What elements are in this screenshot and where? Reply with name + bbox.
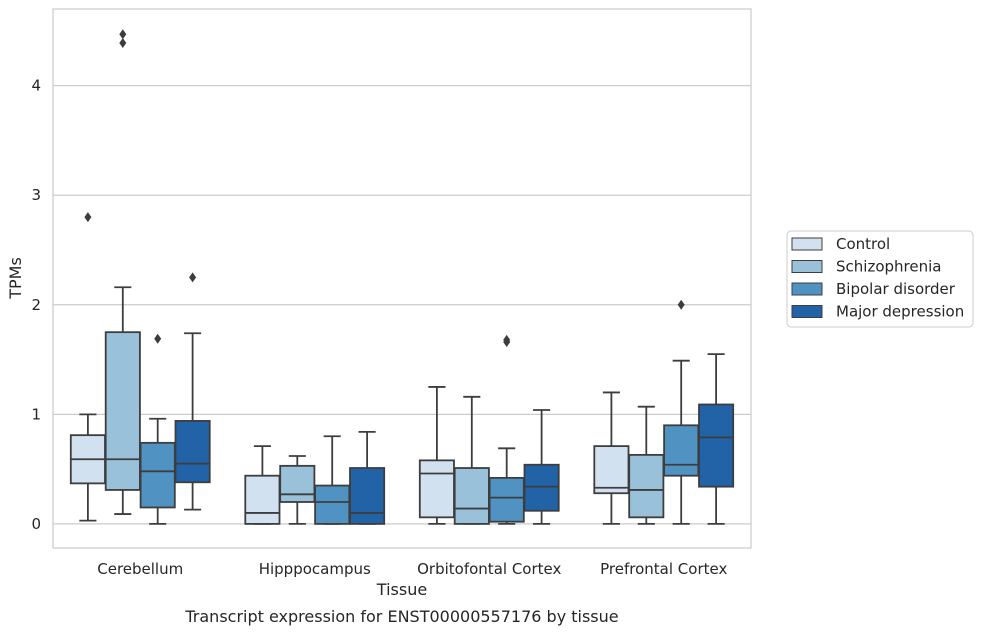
box-bipolar-disorder	[488, 334, 525, 525]
legend-label: Control	[836, 235, 890, 253]
outlier-point	[84, 212, 92, 223]
box-major-depression	[523, 409, 560, 525]
box-control	[69, 212, 106, 522]
x-tick-label: Orbitofontal Cortex	[417, 560, 561, 578]
box-bipolar-disorder	[314, 435, 351, 525]
outlier-point	[119, 29, 127, 40]
iqr-box	[418, 459, 455, 519]
outlier-point	[189, 272, 197, 283]
outlier-point	[677, 299, 685, 310]
y-tick-label: 0	[31, 515, 41, 533]
y-tick-label: 2	[31, 296, 41, 314]
y-tick-label: 4	[31, 77, 41, 95]
legend-label: Schizophrenia	[836, 258, 941, 276]
box-control	[244, 445, 281, 525]
y-tick-label: 1	[31, 405, 41, 423]
x-tick-label: Cerebellum	[97, 560, 183, 578]
iqr-box	[349, 467, 386, 525]
iqr-box	[244, 474, 281, 525]
y-tick-label: 3	[31, 186, 41, 204]
legend-swatch	[791, 237, 823, 251]
box-bipolar-disorder	[663, 299, 700, 525]
outlier-point	[119, 37, 127, 48]
iqr-box	[593, 445, 630, 495]
box-schizophrenia	[453, 395, 490, 525]
legend-swatch	[791, 260, 823, 273]
iqr-box	[698, 403, 735, 488]
iqr-box	[279, 464, 316, 503]
iqr-box	[104, 331, 141, 491]
iqr-box	[628, 453, 665, 519]
boxes-layer	[69, 29, 735, 525]
box-major-depression	[349, 430, 386, 525]
iqr-box	[314, 484, 351, 525]
y-tick-labels: 0 1 2 3 4	[31, 77, 41, 533]
x-tick-labels: Cerebellum Hipppocampus Orbitofontal Corte…	[97, 560, 727, 578]
y-axis-label: TPMs	[6, 257, 25, 300]
box-schizophrenia	[628, 405, 665, 525]
box-major-depression	[698, 353, 735, 525]
box-control	[593, 391, 630, 525]
x-tick-label: Hipppocampus	[259, 560, 371, 578]
plot-frame	[52, 8, 752, 549]
box-major-depression	[174, 272, 211, 511]
legend-label: Major depression	[836, 303, 964, 321]
legend-frame	[786, 230, 974, 328]
iqr-box	[663, 424, 700, 477]
legend-label: Bipolar disorder	[836, 280, 956, 298]
iqr-box	[174, 420, 211, 484]
box-schizophrenia	[279, 455, 316, 525]
iqr-box	[523, 463, 560, 512]
outlier-point	[503, 334, 511, 345]
chart-caption: Transcript expression for ENST0000055717…	[184, 607, 618, 626]
box-schizophrenia	[104, 29, 141, 515]
iqr-box	[453, 467, 490, 525]
legend: Control Schizophrenia Bipolar disorder Majo…	[786, 230, 974, 328]
iqr-box	[488, 476, 525, 523]
iqr-box	[139, 441, 176, 509]
outlier-point	[154, 333, 162, 344]
x-axis-label: Tissue	[376, 580, 427, 599]
legend-swatch	[791, 305, 823, 318]
y-gridlines	[53, 85, 751, 525]
x-tick-label: Prefrontal Cortex	[600, 560, 727, 578]
legend-swatch	[791, 282, 823, 296]
